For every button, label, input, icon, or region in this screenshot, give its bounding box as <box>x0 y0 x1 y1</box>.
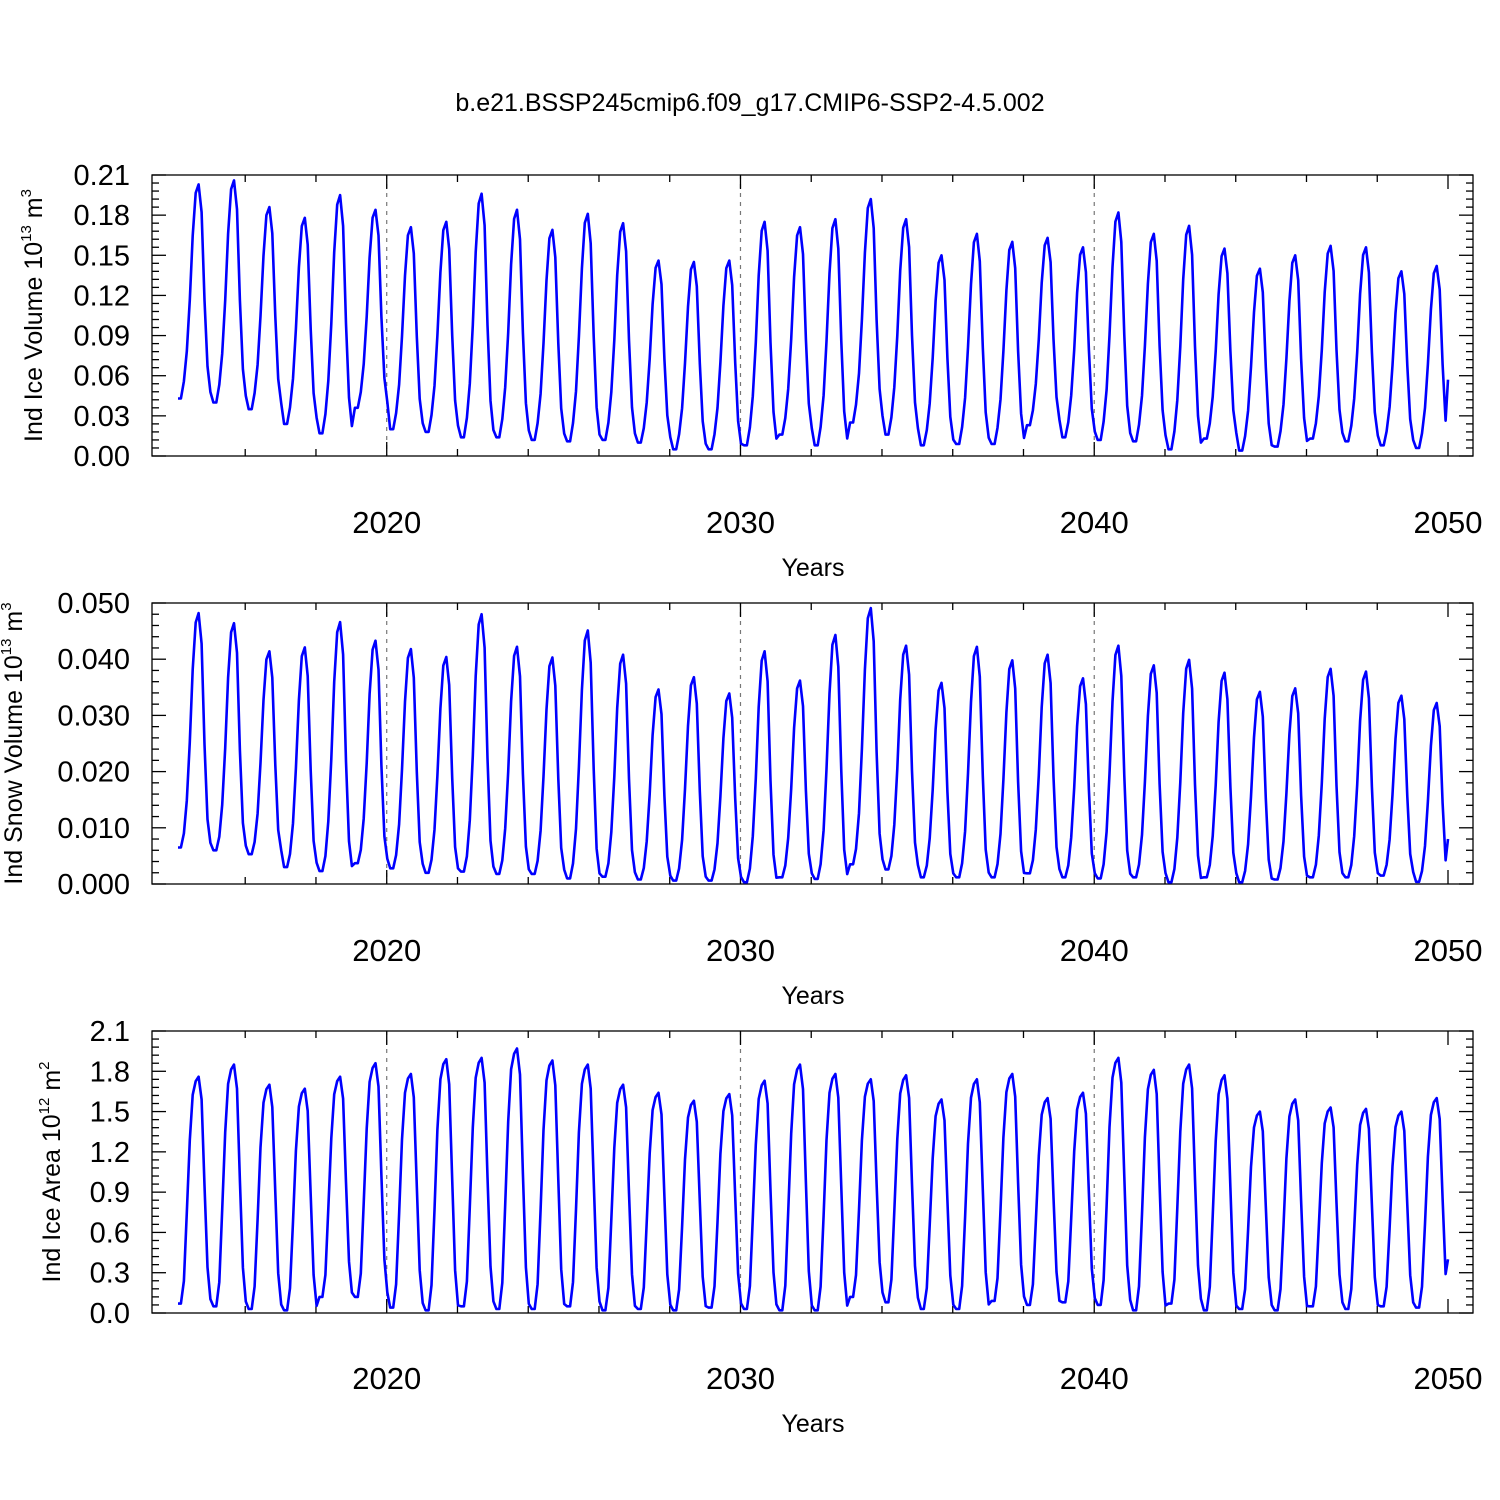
y-axis-label-unit-exponent: 3 <box>0 602 15 610</box>
plot-frame <box>151 602 1474 885</box>
y-axis-label-unit: m <box>38 1070 66 1098</box>
y-axis-label-text: Ind Ice Volume 10 <box>20 242 48 442</box>
y-tick-label: 0.18 <box>74 200 130 232</box>
x-tick-label: 2040 <box>1060 505 1129 540</box>
y-tick-label: 0.0 <box>90 1298 130 1330</box>
y-tick-label: 0.6 <box>90 1217 130 1249</box>
x-axis-label: Years <box>781 1410 844 1438</box>
y-tick-label: 0.09 <box>74 321 130 353</box>
panel-ice-area: 0.0 0.3 0.6 0.9 1.2 1.5 1.8 2.1 2020 2030 2040 2050… <box>36 1016 1482 1438</box>
y-tick-label: 1.2 <box>90 1137 130 1169</box>
plot-frame <box>151 174 1474 457</box>
x-tick-label: 2030 <box>706 1361 775 1396</box>
y-axis-label: Ind Ice Area 1012 m2 <box>36 1062 66 1283</box>
y-axis-label: Ind Ice Volume 1013 m3 <box>18 189 48 442</box>
figure-title: b.e21.BSSP245cmip6.f09_g17.CMIP6-SSP2-4.… <box>455 89 1044 117</box>
y-tick-label: 0.020 <box>57 757 130 789</box>
x-tick-label: 2020 <box>352 933 421 968</box>
x-tick-label: 2050 <box>1414 933 1483 968</box>
x-tick-label: 2030 <box>706 933 775 968</box>
y-axis-label-unit-exponent: 3 <box>18 189 35 197</box>
y-tick-label: 0.3 <box>90 1258 130 1290</box>
y-tick-label: 1.5 <box>90 1097 130 1129</box>
y-tick-label: 0.06 <box>74 361 130 393</box>
x-axis-label: Years <box>781 554 844 582</box>
y-axis-label-unit: m <box>20 197 48 225</box>
y-axis-label-unit-exponent: 2 <box>36 1062 53 1070</box>
y-tick-label: 0.21 <box>74 160 130 192</box>
panel-snow-volume: 0.000 0.010 0.020 0.030 0.040 0.050 2020 2030 20… <box>0 588 1482 1010</box>
y-tick-label: 0.040 <box>57 644 130 676</box>
y-axis-label-exponent: 13 <box>18 225 35 242</box>
y-tick-label: 0.12 <box>74 280 130 312</box>
plot-frame <box>151 1030 1474 1314</box>
x-tick-label: 2040 <box>1060 933 1129 968</box>
series-line <box>178 179 1450 452</box>
x-axis-label: Years <box>781 982 844 1010</box>
y-tick-label: 2.1 <box>90 1016 130 1048</box>
x-tick-label: 2020 <box>352 505 421 540</box>
y-tick-label: 0.03 <box>74 401 130 433</box>
y-tick-label: 0.000 <box>57 869 130 901</box>
series-line <box>178 606 1450 884</box>
y-axis-label: Ind Snow Volume 1013 m3 <box>0 602 28 884</box>
y-tick-label: 0.15 <box>74 240 130 272</box>
series-line <box>178 1047 1450 1312</box>
y-axis-label-exponent: 13 <box>0 639 15 656</box>
y-tick-label: 0.00 <box>74 441 130 473</box>
y-tick-label: 0.9 <box>90 1177 130 1209</box>
y-axis-label-unit: m <box>0 611 28 639</box>
y-axis-label-exponent: 12 <box>36 1098 53 1115</box>
x-tick-label: 2050 <box>1414 505 1483 540</box>
y-tick-label: 0.010 <box>57 813 130 845</box>
y-axis-label-text: Ind Ice Area 10 <box>38 1114 66 1282</box>
x-tick-label: 2050 <box>1414 1361 1483 1396</box>
x-tick-label: 2020 <box>352 1361 421 1396</box>
y-tick-label: 0.030 <box>57 700 130 732</box>
x-tick-label: 2040 <box>1060 1361 1129 1396</box>
x-tick-label: 2030 <box>706 505 775 540</box>
y-tick-label: 1.8 <box>90 1056 130 1088</box>
y-axis-label-text: Ind Snow Volume 10 <box>0 655 28 884</box>
panel-ice-volume: 0.00 0.03 0.06 0.09 0.12 0.15 0.18 0.21 2020 2030… <box>18 160 1482 582</box>
y-tick-label: 0.050 <box>57 588 130 620</box>
